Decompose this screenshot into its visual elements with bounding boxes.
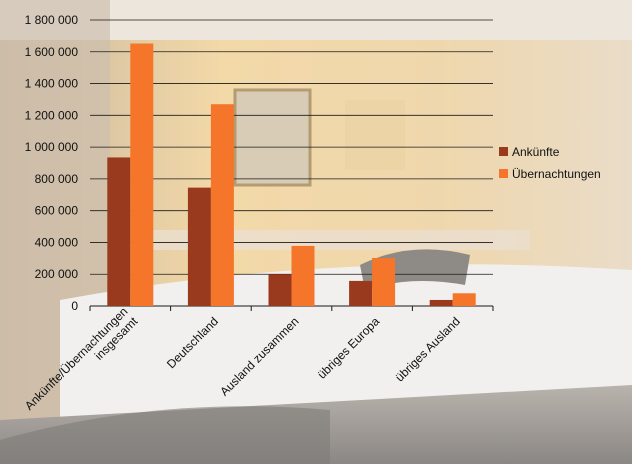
category-label: Ausland zusammen: [217, 314, 301, 398]
legend-label: Ankünfte: [512, 145, 560, 159]
bar-ankuenfte: [429, 299, 453, 306]
y-tick-label: 200 000: [35, 267, 79, 281]
category-labels: Ankünfte/Übernachtungeninsgesamt Deutschl…: [22, 304, 463, 423]
bar-uebernachtungen: [210, 104, 234, 306]
bar-ankuenfte: [349, 280, 373, 306]
bar-ankuenfte: [107, 157, 131, 306]
y-tick-label: 1 200 000: [25, 108, 79, 122]
axes: [89, 305, 494, 311]
y-tick-label: 1 400 000: [25, 77, 79, 91]
category-label: Ankünfte/Übernachtungeninsgesamt: [22, 304, 141, 423]
legend: Ankünfte Übernachtungen: [499, 145, 601, 181]
y-tick-label: 1 800 000: [25, 13, 79, 27]
y-tick-labels: 0 200 000 400 000 600 000 800 000 1 000 000 1 …: [25, 13, 79, 313]
bar-uebernachtungen: [291, 245, 315, 306]
bars: [107, 43, 476, 306]
bar-ankuenfte: [187, 187, 211, 306]
y-tick-label: 1 600 000: [25, 45, 79, 59]
legend-swatch: [499, 147, 508, 156]
bar-uebernachtungen: [372, 258, 396, 306]
y-tick-label: 0: [71, 299, 78, 313]
category-label: Deutschland: [164, 314, 221, 371]
legend-swatch: [499, 169, 508, 178]
category-label: übriges Ausland: [393, 314, 463, 384]
y-tick-label: 800 000: [35, 172, 79, 186]
y-tick-label: 1 000 000: [25, 140, 79, 154]
legend-label: Übernachtungen: [512, 167, 601, 181]
y-tick-label: 400 000: [35, 235, 79, 249]
bar-uebernachtungen: [130, 43, 154, 306]
y-tick-label: 600 000: [35, 204, 79, 218]
category-label: übriges Europa: [315, 314, 383, 382]
bar-ankuenfte: [268, 274, 292, 306]
bar-uebernachtungen: [452, 293, 476, 306]
